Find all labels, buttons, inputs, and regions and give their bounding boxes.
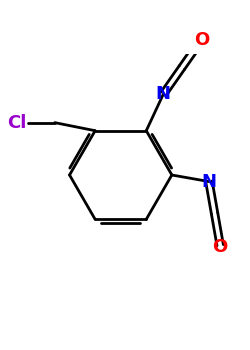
- Text: N: N: [156, 85, 171, 103]
- Text: N: N: [202, 173, 216, 190]
- Text: O: O: [212, 238, 228, 255]
- Text: Cl: Cl: [7, 114, 26, 132]
- Text: O: O: [194, 31, 209, 49]
